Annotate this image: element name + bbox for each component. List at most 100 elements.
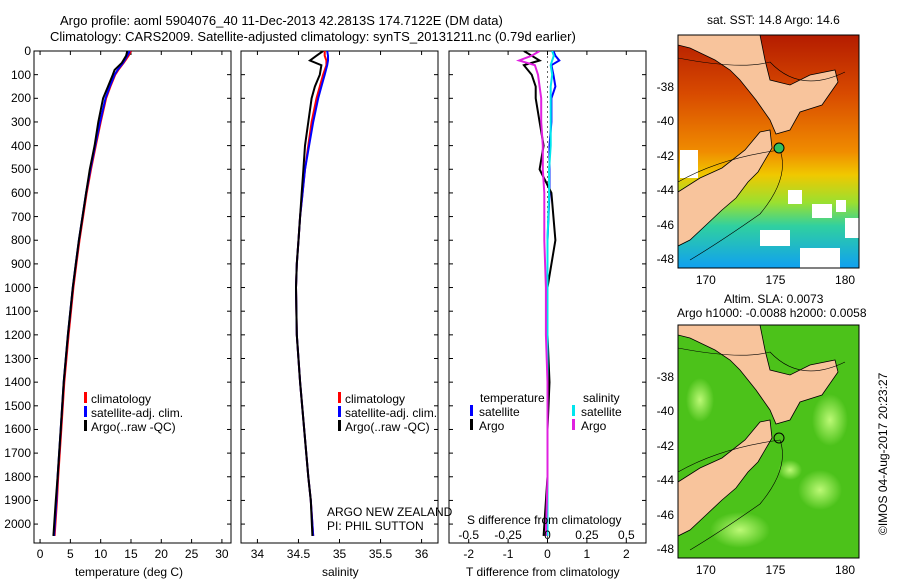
diff-legend-label-t-argo: Argo xyxy=(479,419,505,433)
line-salinity-argo xyxy=(294,51,324,536)
x-tick-label: 34 xyxy=(250,547,265,561)
sal-legend-label-satellite: satellite-adj. clim. xyxy=(345,406,438,420)
x-tick-label: 0 xyxy=(36,547,44,561)
argo-program-label: ARGO NEW ZEALAND xyxy=(327,505,453,519)
sla-map xyxy=(678,325,859,558)
profile-lines xyxy=(52,51,561,536)
line-diff-temperature-satellite xyxy=(546,51,561,536)
x-tick-label: 2 xyxy=(622,547,630,561)
depth-tick-label: 1500 xyxy=(4,398,31,413)
salinity-plot-frame xyxy=(240,50,439,544)
depth-tick-label: 1600 xyxy=(4,422,31,437)
shelf-contour-2 xyxy=(678,347,846,551)
map-y-tick-label: -42 xyxy=(656,438,674,453)
map-x-tick-label: 170 xyxy=(695,563,716,577)
map-x-tick-label: 170 xyxy=(695,273,716,287)
legend-mark-argo xyxy=(84,420,87,431)
x-tick-label: 10 xyxy=(93,547,108,561)
line-temperature-argo xyxy=(52,51,129,536)
sst-map-missing-cells xyxy=(680,150,859,268)
map-x-tick-label: 180 xyxy=(835,563,856,577)
sst-map-title: sat. SST: 14.8 Argo: 14.6 xyxy=(707,13,840,27)
map-y-tick-label: -48 xyxy=(656,252,674,267)
sla-map-title: Altim. SLA: 0.0073 xyxy=(724,292,824,306)
depth-tick-label: 1400 xyxy=(4,375,31,390)
figure-title-line1: Argo profile: aoml 5904076_40 11-Dec-201… xyxy=(60,13,503,28)
s-diff-tick-label: -0.25 xyxy=(494,528,522,542)
x-tick-label: 0 xyxy=(544,547,551,561)
map-x-tick-label: 175 xyxy=(765,273,786,287)
x-tick-label: 20 xyxy=(154,547,168,561)
x-tick-label: 30 xyxy=(215,547,229,561)
s-diff-tick-label: 0 xyxy=(544,528,551,542)
line-temperature-climatology xyxy=(53,51,132,536)
sal-legend-mark-satellite xyxy=(338,406,341,417)
depth-tick-label: 800 xyxy=(10,233,31,248)
line-diff-temperature-argo xyxy=(522,51,557,536)
map-y-tick-label: -38 xyxy=(656,79,674,94)
sla-argo-marker xyxy=(773,432,785,444)
north-island-land-2 xyxy=(678,325,839,425)
diff-legend-mark-s-argo xyxy=(572,419,575,430)
x-tick-label: 25 xyxy=(184,547,199,561)
s-diff-tick-label: 0.5 xyxy=(617,528,635,542)
map-y-tick-label: -40 xyxy=(656,114,674,129)
x-tick-label: -2 xyxy=(463,547,475,561)
depth-tick-label: 1100 xyxy=(5,304,31,319)
legend-mark-satellite xyxy=(84,406,87,417)
depth-tick-label: 100 xyxy=(10,67,31,82)
x-tick-label: 35.5 xyxy=(368,547,393,561)
shelf-contour xyxy=(678,57,846,261)
depth-tick-label: 300 xyxy=(10,114,31,129)
depth-tick-label: 900 xyxy=(10,256,31,271)
sla-map-subtitle: Argo h1000: -0.0088 h2000: 0.0058 xyxy=(677,306,867,320)
map-y-tick-label: -44 xyxy=(656,473,674,488)
map-y-tick-label: -46 xyxy=(656,217,674,232)
diff-legend-label-s-satellite: satellite xyxy=(581,405,622,419)
map-x-tick-label: 175 xyxy=(765,563,786,577)
south-island-land xyxy=(678,129,773,247)
x-tick-label: 34.5 xyxy=(286,547,311,561)
x-tick-label: 5 xyxy=(67,547,74,561)
depth-tick-label: 200 xyxy=(10,91,31,106)
depth-tick-label: 1200 xyxy=(4,327,31,342)
figure-title-line2: Climatology: CARS2009. Satellite-adjuste… xyxy=(50,29,576,44)
sal-legend-mark-argo xyxy=(338,420,341,431)
legend-mark-climatology xyxy=(84,392,87,403)
map-y-tick-label: -44 xyxy=(656,183,674,198)
temperature-xlabel: temperature (deg C) xyxy=(75,565,184,579)
s-diff-xlabel: S difference from climatology xyxy=(467,513,622,527)
diff-legend-label-t-satellite: satellite xyxy=(479,405,520,419)
sal-legend-label-climatology: climatology xyxy=(345,392,406,406)
north-island-land xyxy=(678,35,839,135)
legend-title-salinity: salinity xyxy=(583,391,620,405)
salinity-xlabel: salinity xyxy=(322,565,359,579)
sst-argo-marker xyxy=(773,142,785,154)
depth-tick-label: 1900 xyxy=(4,493,31,508)
depth-tick-label: 500 xyxy=(10,162,31,177)
x-tick-label: 1 xyxy=(583,547,591,561)
legend-label-climatology: climatology xyxy=(91,392,152,406)
imos-credit: ©IMOS 04-Aug-2017 20:23:27 xyxy=(876,372,890,535)
diff-legend-mark-t-satellite xyxy=(470,405,473,416)
sla-map-frame xyxy=(677,324,860,559)
map-x-tick-label: 180 xyxy=(835,273,856,287)
argo-pi-label: PI: PHIL SUTTON xyxy=(327,519,424,533)
sal-legend-label-argo: Argo(..raw -QC) xyxy=(345,420,430,434)
sst-map xyxy=(678,35,859,268)
x-tick-label: -1 xyxy=(502,547,514,561)
x-tick-label: 36 xyxy=(414,547,429,561)
diff-legend-mark-s-satellite xyxy=(572,405,575,416)
depth-tick-label: 2000 xyxy=(4,517,31,532)
sst-map-frame xyxy=(677,34,860,269)
depth-tick-label: 600 xyxy=(10,185,31,200)
legend-label-satellite: satellite-adj. clim. xyxy=(91,406,184,420)
depth-tick-label: 1800 xyxy=(4,469,31,484)
sal-legend-mark-climatology xyxy=(338,392,341,403)
depth-tick-label: 1300 xyxy=(4,351,31,366)
line-temperature-satellite-adj-clim- xyxy=(53,51,131,536)
x-tick-label: 15 xyxy=(124,547,138,561)
diff-legend-mark-t-argo xyxy=(470,419,473,430)
t-diff-xlabel: T difference from climatology xyxy=(466,565,620,579)
